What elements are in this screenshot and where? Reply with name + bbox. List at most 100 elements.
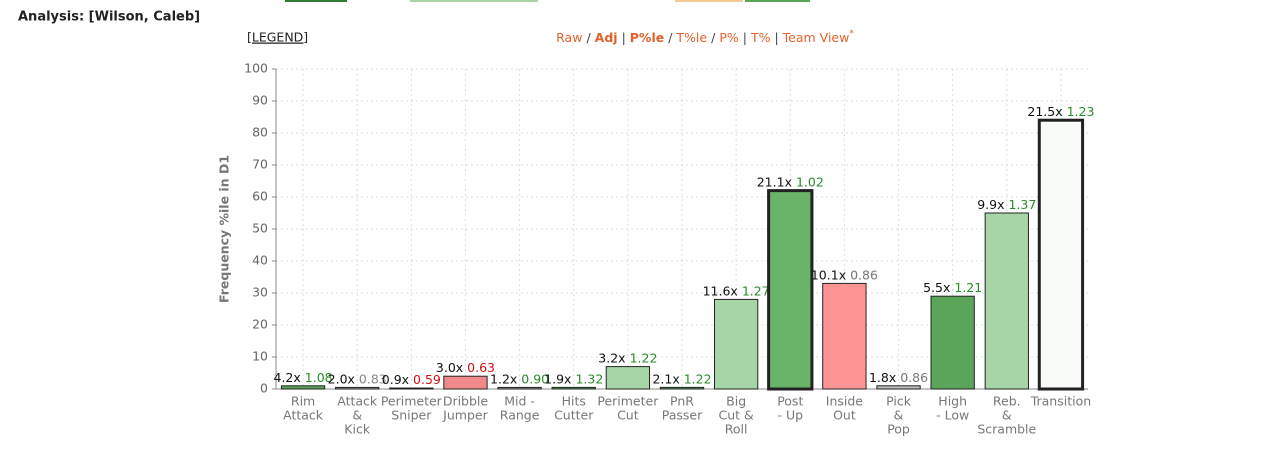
bar-label: 5.5x 1.21 [923, 280, 982, 295]
nav-link[interactable]: T% [750, 30, 771, 45]
x-tick-label: Perimeter [381, 394, 443, 409]
efficiency-label: 1.22 [630, 350, 658, 365]
frequency-label: 2.1x [652, 371, 679, 386]
frequency-label: 21.1x [757, 174, 792, 189]
bar [497, 386, 542, 390]
frequency-label: 3.2x [598, 350, 625, 365]
efficiency-label: 0.63 [467, 360, 495, 375]
nav-separator: / [668, 30, 673, 45]
efficiency-label: 1.02 [796, 174, 824, 189]
frequency-label: 10.1x [811, 267, 846, 282]
bar [930, 295, 975, 390]
nav-link[interactable]: P% [719, 30, 739, 45]
frequency-label: 2.0x [328, 371, 355, 386]
y-tick-label: 60 [252, 189, 268, 204]
bar-label: 21.1x 1.02 [757, 174, 824, 189]
x-tick-label: Cutter [554, 408, 594, 423]
bar [822, 282, 867, 390]
bar [280, 385, 326, 390]
legend-link[interactable]: [LEGEND] [247, 30, 308, 45]
bar-label: 9.9x 1.37 [977, 197, 1036, 212]
frequency-label: 11.6x [703, 283, 738, 298]
bar-label: 21.5x 1.23 [1027, 104, 1094, 119]
x-tick-label: Mid - [504, 394, 535, 409]
efficiency-label: 0.86 [850, 267, 878, 282]
x-tick-label: Roll [725, 422, 748, 437]
efficiency-label: 0.90 [521, 371, 549, 386]
nav-link[interactable]: P%le [630, 30, 664, 45]
y-tick-label: 80 [252, 125, 268, 140]
bar-label: 0.9x 0.59 [382, 372, 441, 387]
efficiency-label: 1.08 [305, 369, 333, 384]
bar-label: 1.2x 0.90 [490, 371, 549, 386]
page-title: Analysis: [Wilson, Caleb] [18, 10, 200, 25]
x-tick-label: Cut [617, 408, 639, 423]
x-tick-label: Rim [291, 394, 315, 409]
bar [551, 386, 596, 390]
x-tick-label: Inside [826, 394, 864, 409]
y-axis-label: Frequency %ile in D1 [217, 155, 232, 303]
x-tick-label: Hits [562, 394, 586, 409]
nav-link[interactable]: Raw [556, 30, 582, 45]
x-tick-label: - Low [936, 408, 969, 423]
y-tick-label: 100 [244, 61, 268, 76]
bar [767, 189, 814, 391]
x-tick-label: Sniper [391, 408, 432, 423]
x-tick-label: & [1002, 408, 1012, 423]
bar-label: 10.1x 0.86 [811, 267, 878, 282]
x-tick-label: Pop [887, 422, 910, 437]
nav-separator: / [586, 30, 591, 45]
x-tick-label: Attack [337, 394, 378, 409]
y-tick-label: 50 [252, 221, 268, 236]
frequency-label: 3.0x [436, 360, 463, 375]
bar [984, 212, 1029, 390]
efficiency-label: 1.37 [1009, 197, 1037, 212]
x-tick-label: Attack [283, 408, 324, 423]
bar-label: 11.6x 1.27 [703, 283, 770, 298]
bar-label: 3.2x 1.22 [598, 350, 657, 365]
frequency-label: 1.2x [490, 371, 517, 386]
x-tick-label: Kick [344, 422, 371, 437]
nav-separator: | [743, 30, 747, 45]
efficiency-label: 1.23 [1067, 104, 1095, 119]
nav-separator: / [711, 30, 716, 45]
x-tick-label: Passer [662, 408, 703, 423]
frequency-label: 21.5x [1027, 104, 1062, 119]
x-tick-label: Transition [1030, 394, 1091, 409]
frequency-label: 1.9x [544, 371, 571, 386]
efficiency-label: 0.59 [413, 372, 441, 387]
nav-link[interactable]: T%le [675, 30, 707, 45]
frequency-label: 5.5x [923, 280, 950, 295]
x-tick-label: Out [833, 408, 856, 423]
y-tick-label: 10 [252, 349, 268, 364]
frequency-label: 9.9x [977, 197, 1004, 212]
bar [605, 366, 651, 390]
nav-note: * [849, 29, 854, 39]
x-tick-label: PnR [670, 394, 694, 409]
y-tick-label: 30 [252, 285, 268, 300]
nav-separator: | [774, 30, 778, 45]
bar-label: 1.9x 1.32 [544, 371, 603, 386]
efficiency-label: 1.22 [684, 371, 712, 386]
efficiency-label: 1.32 [575, 371, 603, 386]
top-strip [285, 0, 810, 2]
y-tick-label: 90 [252, 93, 268, 108]
nav-link[interactable]: Adj [595, 30, 618, 45]
x-tick-label: Cut & [718, 408, 754, 423]
x-tick-label: - Up [777, 408, 803, 423]
efficiency-label: 1.27 [742, 283, 770, 298]
bar-label: 2.1x 1.22 [652, 371, 711, 386]
bar-label: 4.2x 1.08 [274, 369, 333, 384]
efficiency-label: 0.83 [359, 371, 387, 386]
nav-link[interactable]: Team View [782, 30, 850, 45]
y-tick-label: 70 [252, 157, 268, 172]
bar-label: 2.0x 0.83 [328, 371, 387, 386]
x-tick-label: Dribble [443, 394, 489, 409]
x-tick-label: High [938, 394, 967, 409]
x-tick-label: & [894, 408, 904, 423]
x-tick-label: Pick [886, 394, 912, 409]
x-tick-label: Perimeter [597, 394, 659, 409]
efficiency-label: 0.86 [900, 369, 928, 384]
bar [876, 385, 921, 390]
